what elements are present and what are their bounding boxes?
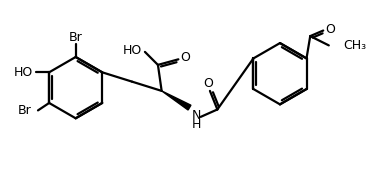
Text: HO: HO xyxy=(122,44,142,56)
Text: HO: HO xyxy=(14,66,33,79)
Polygon shape xyxy=(161,91,191,110)
Text: Br: Br xyxy=(18,104,32,117)
Text: O: O xyxy=(203,77,213,90)
Text: O: O xyxy=(325,23,335,36)
Text: N: N xyxy=(192,109,201,122)
Text: CH₃: CH₃ xyxy=(344,39,367,52)
Text: O: O xyxy=(180,51,190,64)
Text: Br: Br xyxy=(69,31,83,44)
Text: H: H xyxy=(192,118,201,131)
